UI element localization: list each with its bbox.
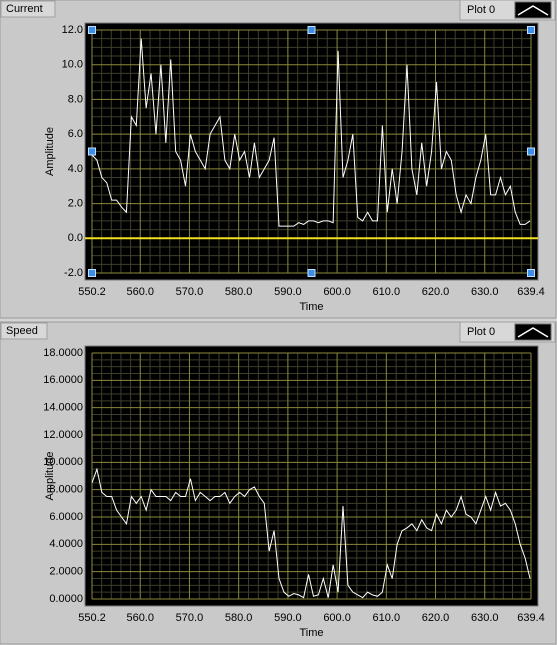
x-tick-label: 560.0 xyxy=(126,612,154,624)
y-tick-label: 2.0000 xyxy=(49,566,83,578)
resize-handle[interactable] xyxy=(88,26,96,34)
x-tick-label: 630.0 xyxy=(471,286,499,298)
x-tick-label: 639.4 xyxy=(517,286,545,298)
x-tick-label: 639.4 xyxy=(517,612,545,624)
y-axis-label: Amplitude xyxy=(44,127,56,176)
data-line xyxy=(91,467,531,599)
legend-label: Plot 0 xyxy=(467,326,495,338)
y-tick-label: 10.0 xyxy=(62,59,83,71)
x-tick-label: 570.0 xyxy=(176,612,204,624)
x-tick-label: 590.0 xyxy=(274,612,302,624)
x-tick-label: 550.2 xyxy=(78,286,106,298)
x-axis-label: Time xyxy=(299,301,323,313)
resize-handle[interactable] xyxy=(527,26,535,34)
x-tick-label: 580.0 xyxy=(225,286,253,298)
chart-title: Speed xyxy=(6,325,38,337)
legend-swatch xyxy=(517,5,549,16)
y-tick-label: 18.0000 xyxy=(43,347,83,359)
y-tick-label: 4.0 xyxy=(68,163,83,175)
y-tick-label: 6.0000 xyxy=(49,511,83,523)
y-tick-label: 16.0000 xyxy=(43,374,83,386)
x-tick-label: 570.0 xyxy=(176,286,204,298)
legend-icon[interactable] xyxy=(514,1,552,19)
resize-handle[interactable] xyxy=(527,147,535,156)
y-tick-label: 6.0 xyxy=(68,128,83,140)
x-tick-label: 620.0 xyxy=(422,612,450,624)
x-tick-label: 610.0 xyxy=(373,612,401,624)
y-tick-label: 10.0000 xyxy=(43,456,83,468)
label-box xyxy=(0,0,56,18)
resize-handle[interactable] xyxy=(527,269,535,277)
x-tick-label: 600.0 xyxy=(323,286,351,298)
resize-handle[interactable] xyxy=(88,269,96,277)
x-tick-label: 550.2 xyxy=(78,612,106,624)
x-tick-label: 600.0 xyxy=(323,612,351,624)
resize-handle[interactable] xyxy=(307,26,316,34)
chart-title: Current xyxy=(6,3,43,15)
y-tick-label: 12.0 xyxy=(62,24,83,36)
label-box xyxy=(0,322,48,340)
legend-swatch xyxy=(517,327,549,338)
y-tick-label: 2.0 xyxy=(68,197,83,209)
resize-handle[interactable] xyxy=(88,147,96,156)
y-tick-label: 0.0 xyxy=(68,232,83,244)
x-tick-label: 620.0 xyxy=(422,286,450,298)
y-tick-label: 14.0000 xyxy=(43,402,83,414)
x-tick-label: 610.0 xyxy=(373,286,401,298)
resize-handle[interactable] xyxy=(307,269,316,277)
data-line xyxy=(91,38,531,227)
x-tick-label: 630.0 xyxy=(471,612,499,624)
y-tick-label: 4.0000 xyxy=(49,538,83,550)
legend-label: Plot 0 xyxy=(467,4,495,16)
legend-icon[interactable] xyxy=(514,323,552,341)
x-tick-label: 580.0 xyxy=(225,612,253,624)
y-tick-label: 12.0000 xyxy=(43,429,83,441)
y-tick-label: -2.0 xyxy=(64,267,83,279)
y-axis-label: Amplitude xyxy=(44,452,56,501)
y-tick-label: 8.0 xyxy=(68,93,83,105)
y-tick-label: 8.0000 xyxy=(49,484,83,496)
x-axis-label: Time xyxy=(299,627,323,639)
y-tick-label: 0.0000 xyxy=(49,593,83,605)
x-tick-label: 590.0 xyxy=(274,286,302,298)
x-tick-label: 560.0 xyxy=(126,286,154,298)
